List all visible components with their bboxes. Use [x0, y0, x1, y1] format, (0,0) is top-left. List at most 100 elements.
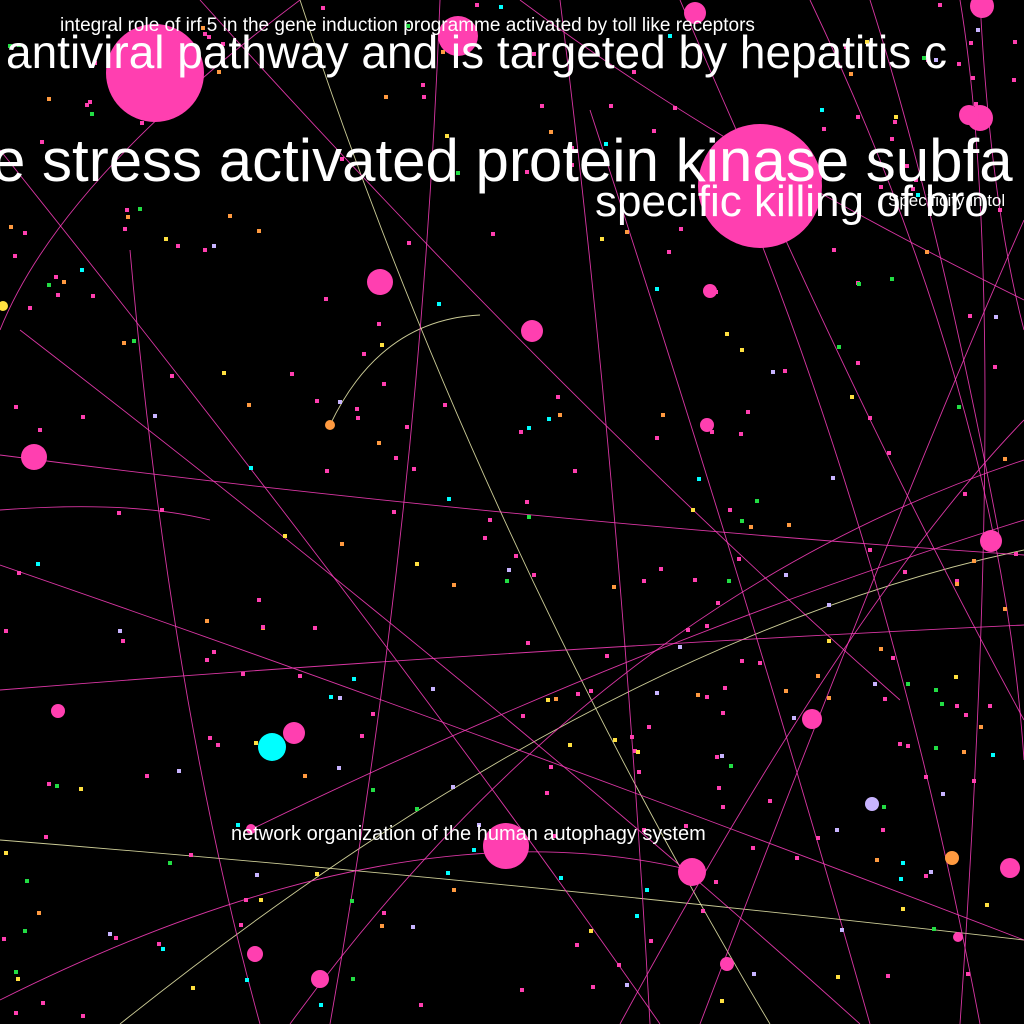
network-node [720, 957, 734, 971]
network-node-small [325, 469, 329, 473]
network-node-small [247, 403, 251, 407]
network-node-small [827, 639, 831, 643]
network-node [700, 418, 714, 432]
network-node-small [684, 824, 688, 828]
network-node [678, 858, 706, 886]
network-node-small [609, 104, 613, 108]
network-node-small [721, 805, 725, 809]
network-node-small [170, 374, 174, 378]
network-node-small [254, 741, 258, 745]
network-node-small [249, 466, 253, 470]
network-edge [869, 0, 1001, 541]
network-node-small [729, 764, 733, 768]
network-node-small [972, 559, 976, 563]
network-node-small [659, 567, 663, 571]
network-node-small [617, 963, 621, 967]
network-node-small [974, 102, 978, 106]
network-node-small [164, 237, 168, 241]
network-node-small [25, 879, 29, 883]
network-node-small [93, 61, 97, 65]
network-node-small [717, 786, 721, 790]
network-edge [759, 239, 981, 1024]
network-node-small [972, 779, 976, 783]
network-node-small [714, 880, 718, 884]
network-node-small [693, 578, 697, 582]
network-node-small [636, 750, 640, 754]
node-label-specific-killing: specific killing of bro [595, 177, 989, 226]
network-edge [559, 0, 651, 1024]
network-node-small [911, 187, 915, 191]
network-node-small [881, 828, 885, 832]
network-node-small [157, 942, 161, 946]
network-node-small [625, 230, 629, 234]
network-node [865, 797, 879, 811]
network-node-small [377, 441, 381, 445]
network-node-small [125, 208, 129, 212]
network-node-small [840, 928, 844, 932]
network-node-small [545, 791, 549, 795]
network-node-small [914, 178, 918, 182]
network-node-small [642, 828, 646, 832]
network-node-small [412, 467, 416, 471]
network-node-small [221, 42, 225, 46]
network-node-small [205, 619, 209, 623]
network-node-small [758, 661, 762, 665]
network-node-small [925, 250, 929, 254]
network-node-small [329, 695, 333, 699]
network-node-small [635, 914, 639, 918]
network-node-small [941, 792, 945, 796]
network-node-small [123, 227, 127, 231]
network-node-small [514, 554, 518, 558]
network-node-small [88, 100, 92, 104]
network-node-small [633, 749, 637, 753]
network-node-small [647, 725, 651, 729]
network-node-small [126, 215, 130, 219]
network-node-small [38, 428, 42, 432]
network-node-small [605, 654, 609, 658]
network-node-small [380, 924, 384, 928]
network-node-small [887, 451, 891, 455]
network-node-small [352, 677, 356, 681]
network-node-small [62, 280, 66, 284]
network-node-small [856, 115, 860, 119]
network-node-small [727, 579, 731, 583]
network-node-small [906, 744, 910, 748]
network-node [483, 823, 529, 869]
network-node-small [81, 1014, 85, 1018]
network-edge [0, 624, 1024, 691]
network-node-small [962, 750, 966, 754]
network-node-small [212, 244, 216, 248]
network-node-small [1003, 607, 1007, 611]
network-node [1000, 858, 1020, 878]
network-node-small [505, 579, 509, 583]
network-node-small [746, 410, 750, 414]
network-node-small [47, 782, 51, 786]
network-node-small [894, 115, 898, 119]
network-node-small [382, 382, 386, 386]
node-label-autophagy-network: network organization of the human autoph… [231, 823, 706, 845]
network-node-small [655, 287, 659, 291]
network-node-small [784, 689, 788, 693]
network-node-small [511, 838, 515, 842]
network-node-small [964, 713, 968, 717]
network-node-small [217, 70, 221, 74]
network-node-small [613, 738, 617, 742]
network-node-small [705, 695, 709, 699]
network-node-small [589, 689, 593, 693]
network-node-small [924, 775, 928, 779]
network-node-small [879, 647, 883, 651]
network-node-small [244, 898, 248, 902]
network-node-small [649, 939, 653, 943]
network-node-small [525, 170, 529, 174]
network-node-small [475, 3, 479, 7]
network-node-small [118, 629, 122, 633]
network-edge [0, 0, 301, 331]
network-node-small [257, 229, 261, 233]
network-node-small [241, 672, 245, 676]
network-node-small [938, 3, 942, 7]
network-edge [0, 454, 1024, 556]
network-node-small [112, 88, 116, 92]
network-node [980, 530, 1002, 552]
network-node [283, 722, 305, 744]
